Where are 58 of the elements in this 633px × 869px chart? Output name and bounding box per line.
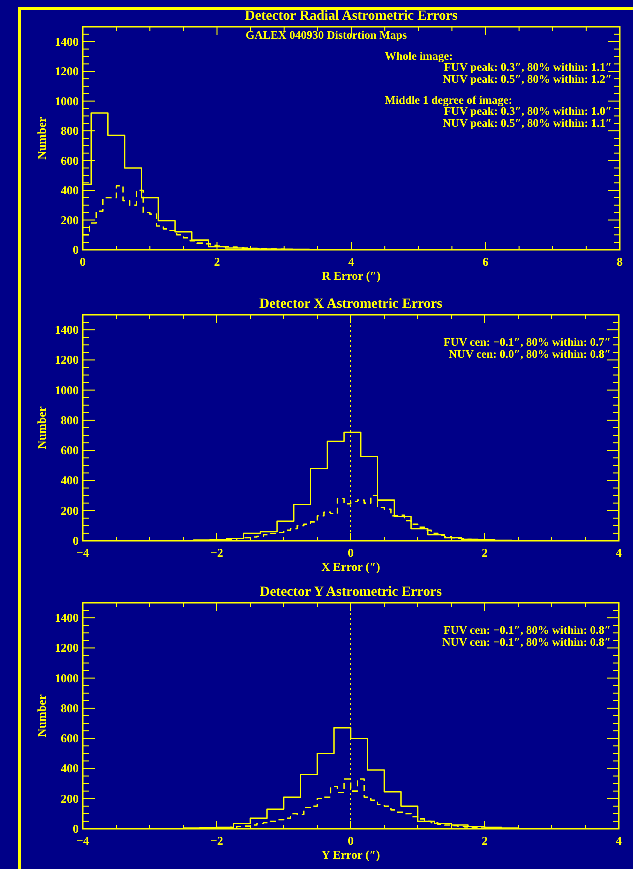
y-tick-label: 1200 (55, 641, 79, 656)
x-tick-label: −2 (210, 834, 224, 848)
annotation: FUV cen: −0.1″, 80% within: 0.8″ (444, 625, 611, 637)
y-tick-label: 1000 (55, 671, 79, 686)
y-tick-label: 1200 (55, 64, 79, 79)
y-tick-label: 1000 (55, 94, 79, 108)
annotation: GALEX 040930 Distortion Maps (246, 30, 408, 42)
x-tick-label: 6 (482, 255, 489, 269)
y-tick-label: 400 (61, 474, 79, 488)
annotation: NUV peak: 0.5″, 80% within: 1.1″ (442, 118, 612, 130)
chart-title: Detector X Astrometric Errors (259, 297, 444, 312)
y-axis-title: Number (35, 694, 49, 738)
x-axis-title: X Error (″) (322, 560, 380, 574)
y-tick-label: 600 (61, 444, 79, 458)
x-tick-label: 4 (348, 255, 354, 269)
chart-title: Detector Y Astrometric Errors (260, 585, 443, 600)
y-axis-title: Number (35, 406, 49, 450)
y-tick-label: 1400 (55, 34, 79, 49)
annotation: NUV cen: −0.1″, 80% within: 0.8″ (442, 637, 611, 649)
y-tick-label: 1200 (55, 353, 79, 368)
y-tick-label: 200 (61, 504, 79, 518)
y-tick-label: 400 (61, 184, 79, 198)
y-axis-title: Number (35, 116, 49, 160)
x-tick-label: 4 (616, 546, 622, 560)
x-axis-title: Y Error (″) (322, 848, 380, 862)
x-tick-label: −4 (76, 834, 90, 848)
annotation: FUV peak: 0.3″, 80% within: 1.0″ (444, 106, 612, 118)
x-tick-label: 0 (348, 834, 354, 848)
annotation: NUV cen: 0.0″, 80% within: 0.8″ (449, 349, 611, 361)
y-tick-label: 0 (73, 534, 79, 548)
x-tick-label: 0 (348, 546, 354, 560)
x-tick-label: −4 (76, 546, 90, 560)
annotation: FUV peak: 0.3″, 80% within: 1.1″ (444, 62, 612, 74)
y-tick-label: 400 (61, 762, 79, 776)
y-tick-label: 600 (61, 732, 79, 746)
x-tick-label: 2 (482, 834, 488, 848)
x-tick-label: 8 (617, 255, 623, 269)
y-tick-label: 800 (61, 124, 79, 138)
annotation: NUV peak: 0.5″, 80% within: 1.2″ (442, 74, 612, 86)
y-tick-label: 600 (61, 154, 79, 168)
y-tick-label: 1400 (55, 611, 79, 626)
y-tick-label: 0 (73, 822, 79, 836)
chart-title: Detector Radial Astrometric Errors (245, 9, 458, 24)
y-tick-label: 1400 (55, 323, 79, 338)
y-tick-label: 800 (61, 413, 79, 428)
annotation: FUV cen: −0.1″, 80% within: 0.7″ (444, 337, 611, 349)
x-tick-label: −2 (210, 546, 224, 560)
x-tick-label: 2 (482, 546, 488, 560)
annotation: Middle 1 degree of image: (385, 95, 513, 107)
y-tick-label: 800 (61, 701, 79, 716)
x-axis-title: R Error (″) (322, 269, 381, 283)
y-tick-label: 200 (61, 792, 79, 806)
x-tick-label: 2 (214, 255, 220, 269)
x-tick-label: 4 (616, 834, 622, 848)
annotation: Whole image: (385, 51, 454, 63)
y-tick-label: 200 (61, 213, 79, 228)
y-tick-label: 0 (73, 243, 79, 257)
y-tick-label: 1000 (55, 383, 79, 398)
